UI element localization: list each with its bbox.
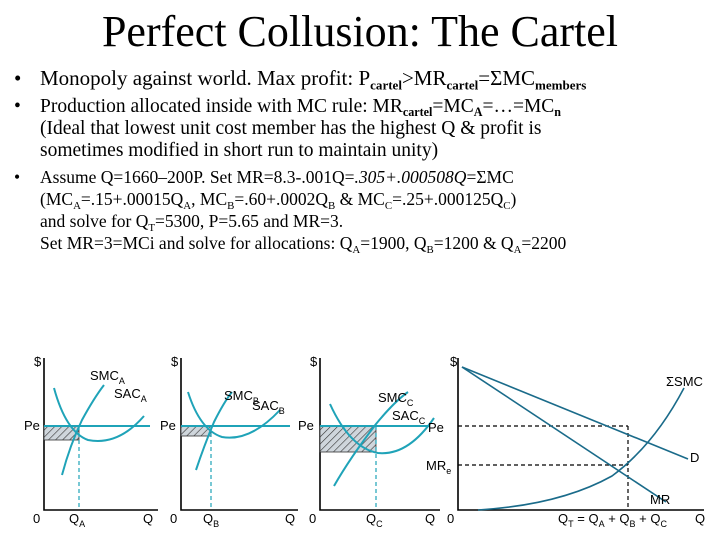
subscript: B [227, 199, 235, 212]
subscript: T [148, 221, 156, 234]
bullet-text: >MR [401, 66, 447, 90]
panel-c-pe-label: Pe [298, 418, 314, 433]
bullet-list: • Monopoly against world. Max profit: Pc… [12, 66, 712, 256]
subscript: cartel [402, 105, 433, 120]
subscript: B [426, 243, 434, 256]
bullet-text: Set MR=3=MCi and solve for allocations: … [40, 233, 353, 253]
bullet-assume: • Assume Q=1660–200P. Set MR=8.3-.001Q=.… [12, 166, 712, 256]
mre-label: MRe [426, 458, 451, 476]
subscript: cartel [370, 77, 402, 93]
subscript: A [513, 243, 522, 256]
bullet-text: =MC [432, 96, 474, 117]
mr-curve [461, 366, 667, 503]
bullet-text: and solve for Q [40, 211, 149, 231]
demand-label: D [690, 450, 699, 465]
bullet-text: Monopoly against world. Max profit: P [40, 66, 371, 90]
bullet-text: =ΣMC [478, 66, 536, 90]
panel-a-dollar-label: $ [34, 354, 42, 369]
panel-t-q-axis: Q [695, 511, 705, 526]
bullet-marker: • [14, 66, 22, 90]
graph-labels: $ $ $ $ Pe Pe Pe Pe 0 0 0 0 Q Q Q Q SMCA… [24, 354, 705, 529]
bullet-text: =2200 [521, 233, 567, 253]
panel-t-origin: 0 [447, 511, 454, 526]
bullet-text-italic: .305+.000508Q [354, 167, 467, 187]
bullet-text: =1900, Q [360, 233, 427, 253]
demand-curve [461, 366, 689, 460]
panel-total [457, 358, 704, 511]
panel-a-pe-label: Pe [24, 418, 40, 433]
panel-a-smc-curve [61, 384, 105, 476]
panel-b [180, 358, 298, 511]
subscript: members [535, 77, 587, 93]
bullet-marker: • [14, 96, 21, 117]
panel-b-axes [180, 358, 298, 511]
panel-c-origin: 0 [309, 511, 316, 526]
panel-b-q-axis: Q [285, 511, 295, 526]
subscript: C [503, 199, 511, 212]
sum-smc-curve [477, 387, 685, 511]
subscript: C [384, 199, 393, 212]
subscript: A [183, 199, 192, 212]
bullet-text: ) [510, 189, 517, 209]
panel-c-sac-label: SACC [392, 408, 426, 426]
subscript: cartel [446, 77, 479, 93]
subscript: A [73, 199, 81, 212]
panel-c-dollar-label: $ [310, 354, 318, 369]
bullet-text: & MC [335, 189, 385, 209]
bullet-monopoly: • Monopoly against world. Max profit: Pc… [12, 66, 712, 93]
slide-title: Perfect Collusion: The Cartel [101, 7, 619, 56]
bullet-text: =5300, P=5.65 and MR=3. [155, 211, 344, 231]
panel-b-dollar-label: $ [171, 354, 179, 369]
bullet-text: (Ideal that lowest unit cost member has … [40, 118, 542, 139]
panel-a-sac-curve [53, 387, 145, 442]
panel-a-q-axis: Q [143, 511, 153, 526]
panel-t-dollar-label: $ [450, 354, 458, 369]
panel-b-sac-label: SACB [252, 398, 285, 416]
subscript: A [473, 105, 483, 120]
panel-b-qb-label: QB [203, 511, 219, 529]
panel-c-sac-curve [329, 403, 435, 455]
panel-c-axes [319, 358, 440, 511]
panel-c-q-axis: Q [425, 511, 435, 526]
subscript: n [554, 105, 562, 120]
panel-b-smc-curve [195, 391, 233, 471]
bullet-text: =.60+.0002Q [234, 189, 328, 209]
cartel-graphs: $ $ $ $ Pe Pe Pe Pe 0 0 0 0 Q Q Q Q SMCA… [0, 340, 720, 540]
panel-a-smc-label: SMCA [90, 368, 125, 386]
subscript: B [328, 199, 336, 212]
bullet-text: =.15+.00015Q [80, 189, 184, 209]
sum-smc-label: ΣSMC [666, 374, 703, 389]
panel-total-axes [457, 358, 704, 511]
bullet-text: =.25+.000125Q [392, 189, 504, 209]
bullet-text: Production allocated inside with MC rule… [40, 96, 403, 117]
panel-a-origin: 0 [33, 511, 40, 526]
subscript: A [352, 243, 361, 256]
panel-b-smc-label: SMCB [224, 388, 259, 406]
panel-c-profit-area [319, 425, 377, 453]
cartel-graphs-svg: $ $ $ $ Pe Pe Pe Pe 0 0 0 0 Q Q Q Q SMCA… [24, 354, 705, 529]
bullet-allocation: • Production allocated inside with MC ru… [12, 96, 712, 162]
mr-label: MR [650, 492, 670, 507]
panel-b-pe-label: Pe [160, 418, 176, 433]
panel-b-sac-curve [187, 391, 281, 439]
panel-c-smc-curve [333, 391, 409, 487]
panel-a-qa-label: QA [69, 511, 85, 529]
panel-a [43, 358, 158, 511]
panel-b-origin: 0 [170, 511, 177, 526]
panel-a-sac-label: SACA [114, 386, 147, 404]
panel-c-qc-label: QC [366, 511, 383, 529]
panel-t-pe-label: Pe [428, 420, 444, 435]
bullet-text: sometimes modified in short run to maint… [40, 140, 439, 161]
panel-c [319, 358, 440, 511]
bullet-text: , MC [191, 189, 228, 209]
qt-equation-label: QT = QA + QB + QC [558, 511, 667, 529]
bullet-text: =ΣMC [466, 167, 514, 187]
bullet-text: =1200 & Q [433, 233, 514, 253]
panel-c-smc-label: SMCC [378, 390, 414, 408]
bullet-marker: • [14, 167, 21, 187]
bullet-text: (MC [40, 189, 74, 209]
bullet-text: =…=MC [482, 96, 555, 117]
bullet-text: Assume Q=1660–200P. Set MR=8.3-.001Q= [40, 167, 355, 187]
panel-a-axes [43, 358, 158, 511]
